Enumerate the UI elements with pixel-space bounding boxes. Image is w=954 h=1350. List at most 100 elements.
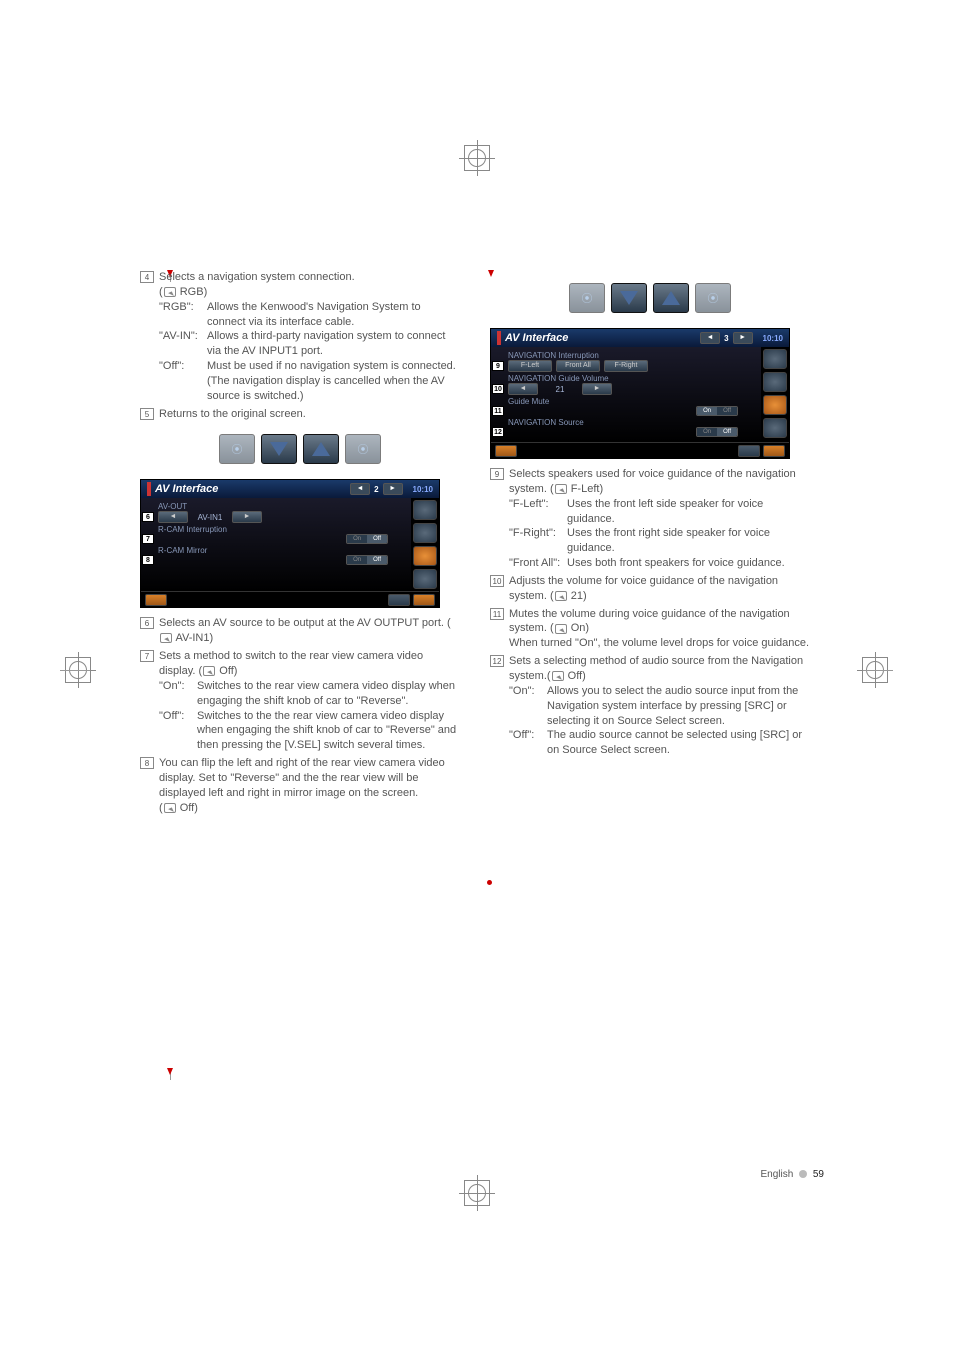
stepper-next: ► [582,383,612,395]
cursor-icon [552,671,564,681]
av-interface-screenshot-2: AV Interface ◄ 3 ► 10:10 NAVIGATION Inte… [490,328,790,459]
nav-prev-button: ⦿ [219,434,255,464]
nav-down-button [261,434,297,464]
item-number: 12 [490,655,504,667]
def-label: "Off": [159,359,207,404]
list-item: 9 Selects speakers used for voice guidan… [490,467,810,571]
reg-mark-bottom [464,1180,490,1206]
footer-button [388,594,410,606]
def-label: "Off": [159,709,197,754]
callout: 12 [492,427,504,437]
stepper-value: AV-IN1 [192,513,228,522]
footer-lang: English [761,1169,794,1180]
callout: 11 [492,406,504,416]
marker-arrow [167,1068,173,1075]
screenshot-sidebar [411,498,439,591]
item-text: Mutes the volume during voice guidance o… [509,608,790,635]
row-label: Guide Mute [494,397,758,406]
screenshot-sidebar [761,347,789,442]
crop-line [863,670,893,671]
def-text: Allows the Kenwood's Navigation System t… [207,300,460,330]
footer-button [495,445,517,457]
def-text: Allows a third-party navigation system t… [207,329,460,359]
def-label: "Front All": [509,556,567,571]
callout: 8 [142,555,154,565]
side-button [763,372,787,392]
def-label: "AV-IN": [159,329,207,359]
marker-dot [487,880,492,885]
screenshot-title: AV Interface [505,332,568,344]
callout: 9 [492,361,504,371]
side-button [763,395,787,415]
def-text: Must be used if no navigation system is … [207,359,460,404]
screenshot-header: AV Interface ◄ 2 ► 10:10 [141,480,439,498]
option-button: F-Right [604,360,648,372]
list-item: 8 You can flip the left and right of the… [140,756,460,815]
page-prev: ◄ [700,332,720,344]
footer-button [413,594,435,606]
list-item: 6 Selects an AV source to be output at t… [140,616,460,646]
item-text: Selects an AV source to be output at the… [159,617,444,629]
cursor-icon [164,287,176,297]
def-text: Uses the front right side speaker for vo… [567,526,810,556]
side-button [413,523,437,543]
nav-prev-button: ⦿ [569,283,605,313]
av-interface-screenshot-1: AV Interface ◄ 2 ► 10:10 AV-OUT 6 ◄ AV-I… [140,479,440,608]
nav-down-button [611,283,647,313]
default-value: Off [568,670,582,682]
cursor-icon [555,624,567,634]
row-label: R-CAM Mirror [144,546,408,555]
item-number: 7 [140,650,154,662]
footer-button [145,594,167,606]
footer-dot-icon [799,1170,807,1178]
item-text: Adjusts the volume for voice guidance of… [509,575,778,602]
default-value: AV-IN1 [175,632,209,644]
nav-buttons-graphic: ⦿ ⦿ [210,429,390,469]
item-text: Sets a method to switch to the rear view… [159,650,423,677]
cursor-icon [160,633,172,643]
item-number: 6 [140,617,154,629]
page-content: 4 Selects a navigation system connection… [140,270,840,818]
stepper-prev: ◄ [508,383,538,395]
onoff-toggle: OnOff [346,555,388,565]
page-next: ► [383,483,403,495]
side-button [763,418,787,438]
nav-buttons-graphic: ⦿ ⦿ [560,278,740,318]
footer-page-number: 59 [813,1169,824,1180]
page-number: 2 [374,485,378,494]
page-number: 3 [724,334,728,343]
clock: 10:10 [413,485,433,494]
row-label: NAVIGATION Guide Volume [494,374,758,383]
option-button: F-Left [508,360,552,372]
side-button [413,500,437,520]
item-text: Returns to the original screen. [159,408,306,420]
right-column: ⦿ ⦿ AV Interface ◄ 3 ► 10:10 NAVIGATION … [490,270,810,818]
def-label: "Off": [509,728,547,758]
def-label: "RGB": [159,300,207,330]
callout: 10 [492,384,504,394]
def-label: "On": [159,679,197,709]
def-text: The audio source cannot be selected usin… [547,728,810,758]
row-label: R-CAM Interruption [144,525,408,534]
default-value: F-Left [571,483,600,495]
def-text: Allows you to select the audio source in… [547,684,810,729]
list-item: 10 Adjusts the volume for voice guidance… [490,574,810,604]
nav-up-button [653,283,689,313]
item-number: 8 [140,757,154,769]
row-label: AV-OUT [144,502,408,511]
cursor-icon [555,484,567,494]
onoff-toggle: OnOff [696,406,738,416]
crop-line [60,670,90,671]
list-item: 7 Sets a method to switch to the rear vi… [140,649,460,753]
screenshot-title: AV Interface [155,483,218,495]
clock: 10:10 [763,334,783,343]
item-number: 11 [490,608,504,620]
item-text: Selects a navigation system connection. [159,271,355,283]
callout: 6 [142,512,154,522]
row-label: NAVIGATION Interruption [494,351,758,360]
cursor-icon [203,666,215,676]
nav-next-button: ⦿ [345,434,381,464]
item-number: 10 [490,575,504,587]
footer-button [738,445,760,457]
option-button: Front All [556,360,600,372]
